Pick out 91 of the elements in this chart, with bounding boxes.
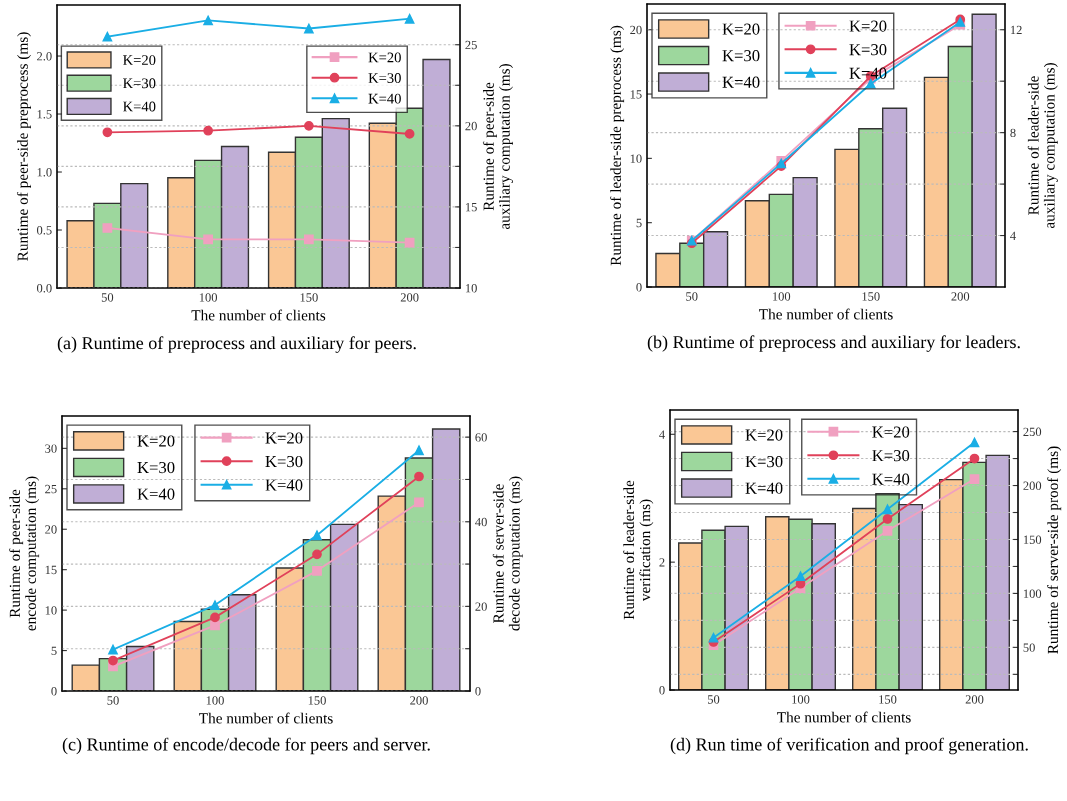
legend-label: K=40 [368,93,401,104]
y2-tick-label: 10 [465,284,477,293]
legend-label: K=40 [745,482,783,494]
y2-axis-title: Runtime of leader-side auxiliary computation (ms) [1027,63,1058,229]
y-axis-title: Runtime of leader-side preprocess (ms) [610,25,625,266]
legend-label: K=30 [368,73,401,83]
x-tick-label: 150 [308,696,326,705]
legend-label: K=20 [137,435,175,447]
legend-label: K=20 [265,432,303,444]
text: (d) Run time of verification and proof generation. [670,737,1028,755]
legend-label: K=20 [368,52,401,63]
y-tick-label: 2.0 [37,52,52,61]
y-axis-title: Runtime of leader-side verification (ms) [623,480,654,620]
y-tick-label: 4 [659,430,665,439]
y-tick-label: 0 [636,283,642,292]
x-tick-label: 50 [107,696,119,705]
text: (a) Runtime of preprocess and auxiliary for peers. [57,336,416,353]
legend-label: K=30 [123,78,156,89]
x-tick-label: 200 [400,293,419,302]
y-tick-label: 1.0 [37,168,52,177]
text: (b) Runtime of preprocess and auxiliary for leaders. [647,335,1020,352]
y-tick-label: 0.5 [36,226,52,235]
y-tick-label: 2 [659,558,665,567]
y-tick-label: 1.5 [37,110,52,119]
y-axis-title: Runtime of peer-side encode computation (ms) [9,476,40,631]
legend-label: K=30 [137,461,175,474]
x-tick-label: 150 [862,292,880,301]
y2-axis-title: Runtime of server-side decode computation (ms) [492,476,523,631]
text: (c) Runtime of encode/decode for peers and server. [62,737,430,755]
legend-label: K=30 [849,44,887,56]
x-axis-title: The number of clients [777,711,911,723]
legend-label: K=30 [872,450,910,462]
y-axis-title: Runtime of peer-side preprocess (ms) [16,32,31,261]
x-tick-label: 100 [792,695,810,704]
legend-label: K=20 [745,429,783,441]
x-tick-label: 150 [879,695,897,704]
y-tick-label: 10 [630,154,642,163]
legend-label: K=30 [722,50,760,62]
x-tick-label: 200 [410,696,428,705]
x-axis-title: The number of clients [759,308,893,320]
legend-label: K=40 [265,479,303,491]
legend-label: K=40 [722,76,760,88]
y2-tick-label: 20 [475,602,487,611]
y2-axis-title: Runtime of server-side proof (ms) [1047,446,1062,654]
x-tick-label: 50 [101,293,114,302]
legend-label: K=20 [849,20,887,32]
x-tick-label: 100 [206,696,224,705]
y2-tick-label: 4 [1010,231,1016,240]
x-tick-label: 100 [772,292,791,301]
y-tick-label: 0 [659,686,665,695]
legend-label: K=30 [745,456,783,468]
legend-label: K=40 [872,473,910,485]
y2-tick-label: 40 [475,517,487,527]
legend-label: K=30 [265,455,303,468]
y-tick-label: 20 [630,25,642,35]
y2-tick-label: 150 [1023,535,1042,544]
legend-label: K=20 [872,426,910,438]
x-tick-label: 200 [965,695,984,704]
y2-tick-label: 200 [1023,481,1042,490]
y-tick-label: 15 [45,565,57,575]
y2-tick-label: 0 [475,687,481,696]
y2-tick-label: 100 [1023,589,1042,598]
y2-axis-title: Runtime of peer-side auxiliary computation (ms) [482,64,513,230]
legend-label: K=40 [137,488,175,500]
y-tick-label: 20 [45,525,57,534]
legend-label: K=40 [123,101,156,112]
y2-tick-label: 8 [1010,128,1016,138]
x-axis-title: The number of clients [191,309,326,321]
legend-label: K=20 [123,55,156,65]
y2-tick-label: 25 [465,40,477,50]
y-tick-label: 30 [45,444,57,453]
legend-label: K=20 [722,23,760,35]
y-tick-label: 15 [630,90,642,99]
x-tick-label: 200 [951,292,970,301]
y-tick-label: 0 [51,687,57,696]
y-tick-label: 0.0 [36,284,52,293]
y2-tick-label: 20 [465,121,477,131]
x-tick-label: 50 [707,695,720,704]
y2-tick-label: 50 [1023,643,1035,652]
y-tick-label: 5 [636,218,642,228]
y-tick-label: 10 [45,606,57,615]
x-axis-title: The number of clients [199,712,333,724]
x-tick-label: 100 [199,293,218,302]
y2-tick-label: 60 [475,433,487,442]
y-tick-label: 5 [51,646,57,656]
x-tick-label: 50 [686,292,698,301]
y-tick-label: 25 [45,484,57,494]
y2-tick-label: 12 [1010,25,1022,35]
x-tick-label: 150 [300,293,318,302]
y2-tick-label: 15 [465,203,477,212]
y2-tick-label: 250 [1023,427,1042,437]
